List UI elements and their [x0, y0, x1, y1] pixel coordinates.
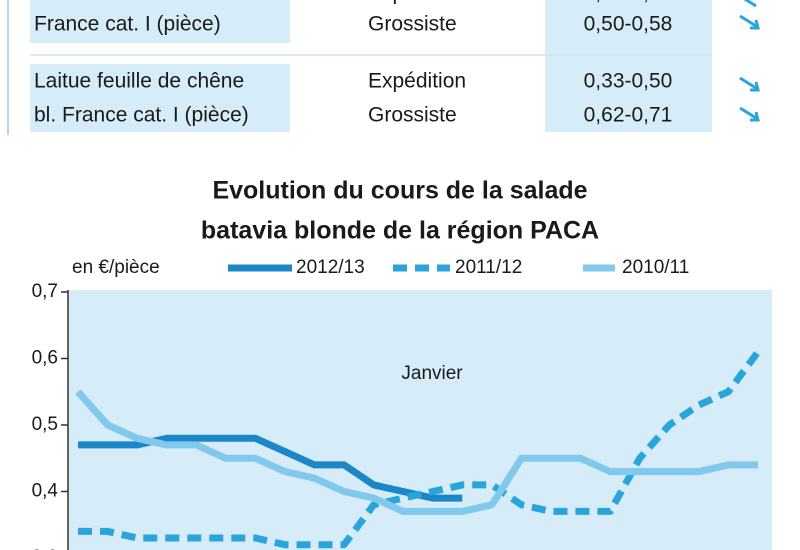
- product: bl. France cat. I (pièce): [34, 104, 249, 127]
- stage: Grossiste: [368, 104, 457, 127]
- stage: Grossiste: [368, 13, 457, 36]
- trend-arrows: [739, 0, 760, 122]
- legend-label: 2011/12: [455, 257, 522, 278]
- plot: 0,3 0,4 0,5 0,6 0,7: [32, 281, 761, 550]
- y-tick-label: 0,7: [32, 281, 58, 302]
- y-tick-label: 0,6: [32, 348, 58, 369]
- product: Laitue batavia blonde: [34, 0, 234, 5]
- plot-background: [68, 290, 772, 550]
- y-tick-label: 0,5: [32, 414, 58, 435]
- arrow: [743, 0, 757, 8]
- price: 0,35-0,40: [584, 0, 673, 5]
- price-bg: [545, 0, 712, 132]
- cell-bg: [30, 0, 290, 43]
- series-line: [78, 349, 761, 549]
- arrow: [739, 106, 760, 122]
- arrow: [739, 14, 760, 30]
- annotation: Janvier: [401, 363, 463, 384]
- price: 0,33-0,50: [584, 70, 673, 93]
- cell-bg: [30, 64, 290, 132]
- legend-label: 2012/13: [296, 257, 365, 278]
- legend-label: 2010/11: [622, 257, 689, 278]
- stage: Expédition: [368, 70, 466, 93]
- price-table: Laitue batavia blonde France cat. I (pièc…: [34, 0, 672, 127]
- product: Laitue feuille de chêne: [34, 70, 244, 93]
- chart-title: batavia blonde de la région PACA: [201, 217, 599, 245]
- y-tick-label: 0,4: [32, 481, 59, 502]
- arrow: [739, 76, 760, 92]
- price: 0,62-0,71: [584, 104, 673, 127]
- y-axis-label: en €/pièce: [72, 257, 160, 278]
- series-line: [75, 389, 758, 515]
- stage: Expédition: [368, 0, 466, 5]
- product: France cat. I (pièce): [34, 13, 221, 36]
- chart-title: Evolution du cours de la salade: [212, 177, 587, 205]
- series-line: [78, 434, 463, 502]
- price: 0,50-0,58: [584, 13, 673, 36]
- y-tick-label: 0,3: [32, 547, 58, 550]
